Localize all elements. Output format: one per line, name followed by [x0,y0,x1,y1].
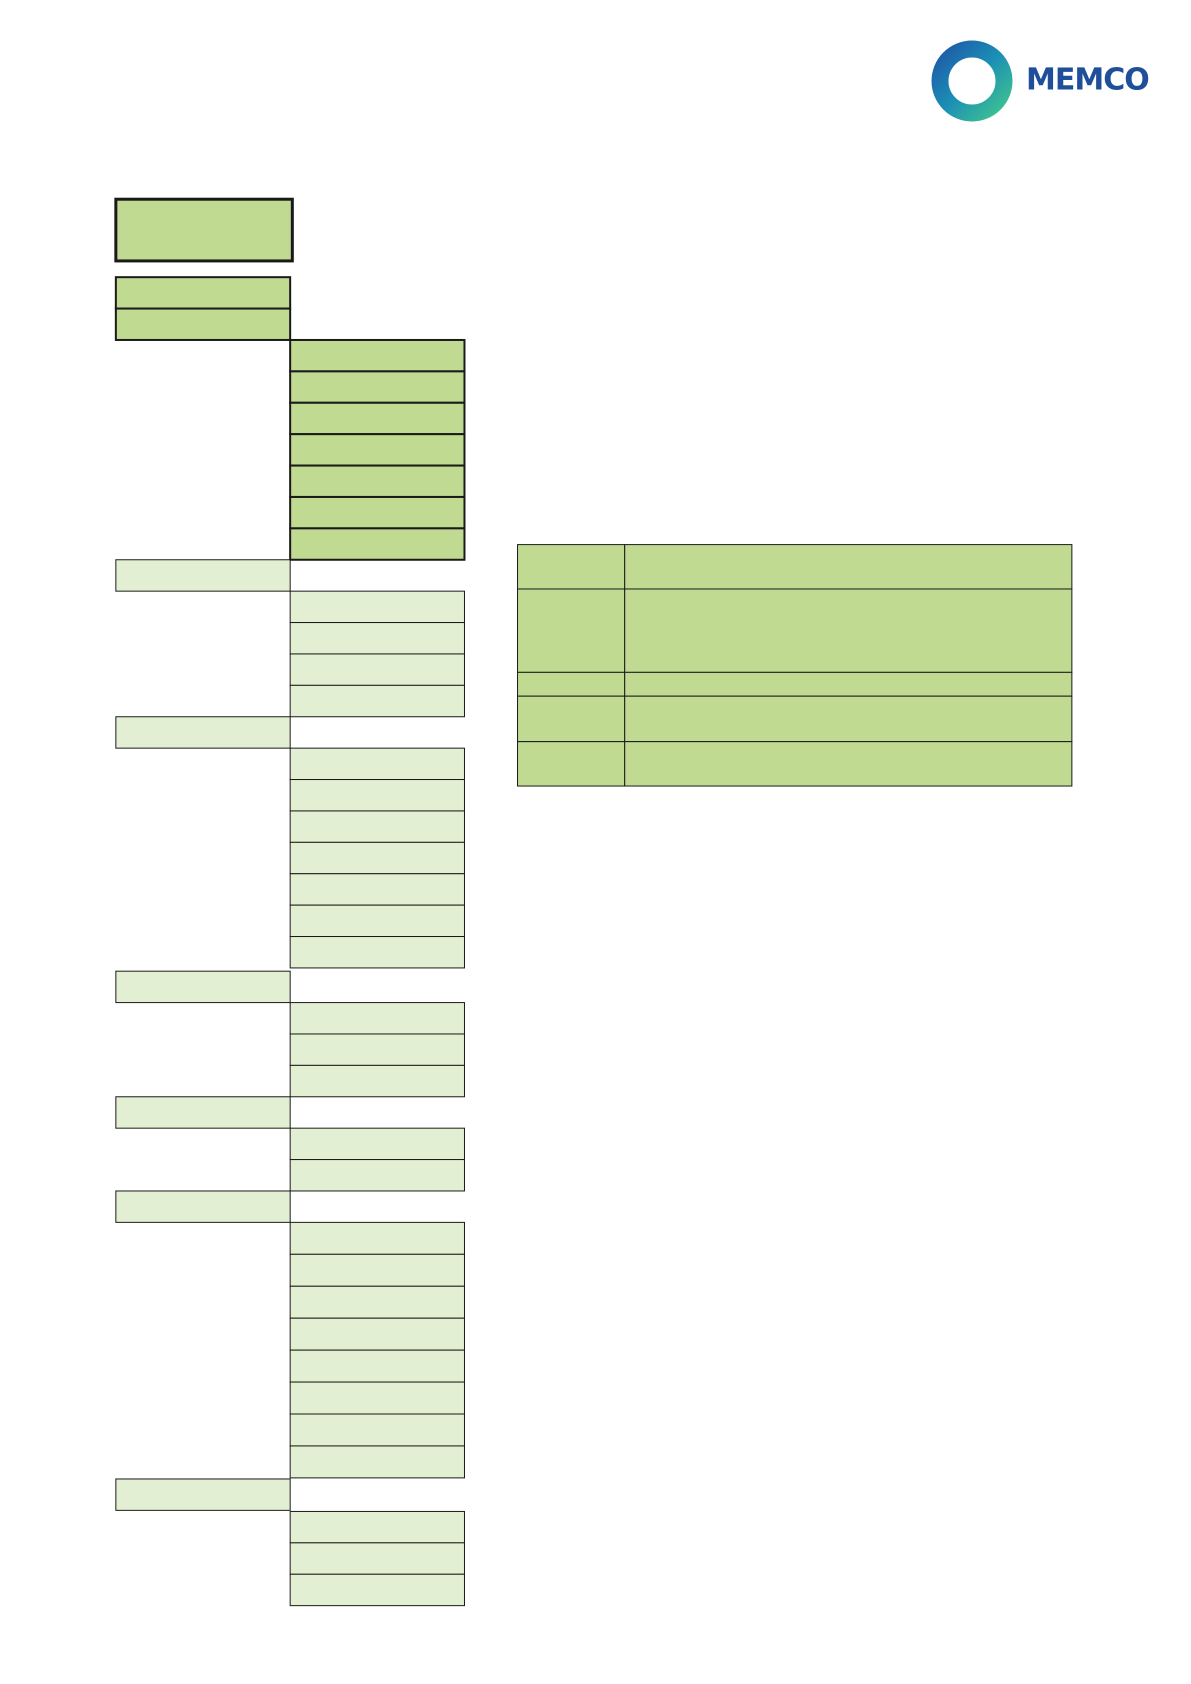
org-chart [114,197,466,1607]
box [289,527,466,561]
box [289,653,465,686]
table-cell [624,741,1073,787]
table-cell [517,741,626,787]
box [115,1478,291,1511]
box [289,433,466,467]
box [289,1064,465,1098]
box [289,1510,465,1544]
table-cell [517,588,626,673]
box [289,684,465,718]
table-cell [517,695,626,743]
box [289,1285,465,1319]
box [289,1002,465,1035]
logo: MEMCO [931,40,1150,122]
logo-text: MEMCO [1026,63,1149,98]
box [289,810,465,843]
box [289,1445,465,1479]
box [289,622,465,655]
box [289,464,466,498]
box [115,970,291,1004]
box [289,904,465,938]
box [289,1033,465,1066]
box [289,401,466,436]
table-cell [624,544,1073,590]
box [115,716,291,749]
table-cell [624,588,1073,673]
box [289,747,465,781]
title-box [114,197,294,263]
box [289,1127,465,1161]
box [289,1317,465,1351]
box [115,1096,291,1129]
box [289,1573,465,1607]
box [114,276,292,310]
box [115,1190,291,1223]
table-cell [517,544,626,590]
logo-ring [931,40,1013,122]
box [289,590,465,624]
table-cell [624,695,1073,743]
box [289,1381,465,1415]
box [289,1253,465,1287]
box [289,370,466,404]
box [289,1221,465,1255]
box [289,1542,465,1575]
box [289,841,465,875]
table-cell [624,671,1073,697]
box [289,1349,465,1383]
table-cell [517,671,626,697]
legend-table [517,544,1073,787]
box [289,873,465,906]
box [289,936,465,969]
box [289,1413,465,1447]
box [114,307,292,341]
box [115,559,291,592]
box [289,495,466,530]
box [289,338,466,373]
box [289,1159,465,1192]
box [289,779,465,812]
